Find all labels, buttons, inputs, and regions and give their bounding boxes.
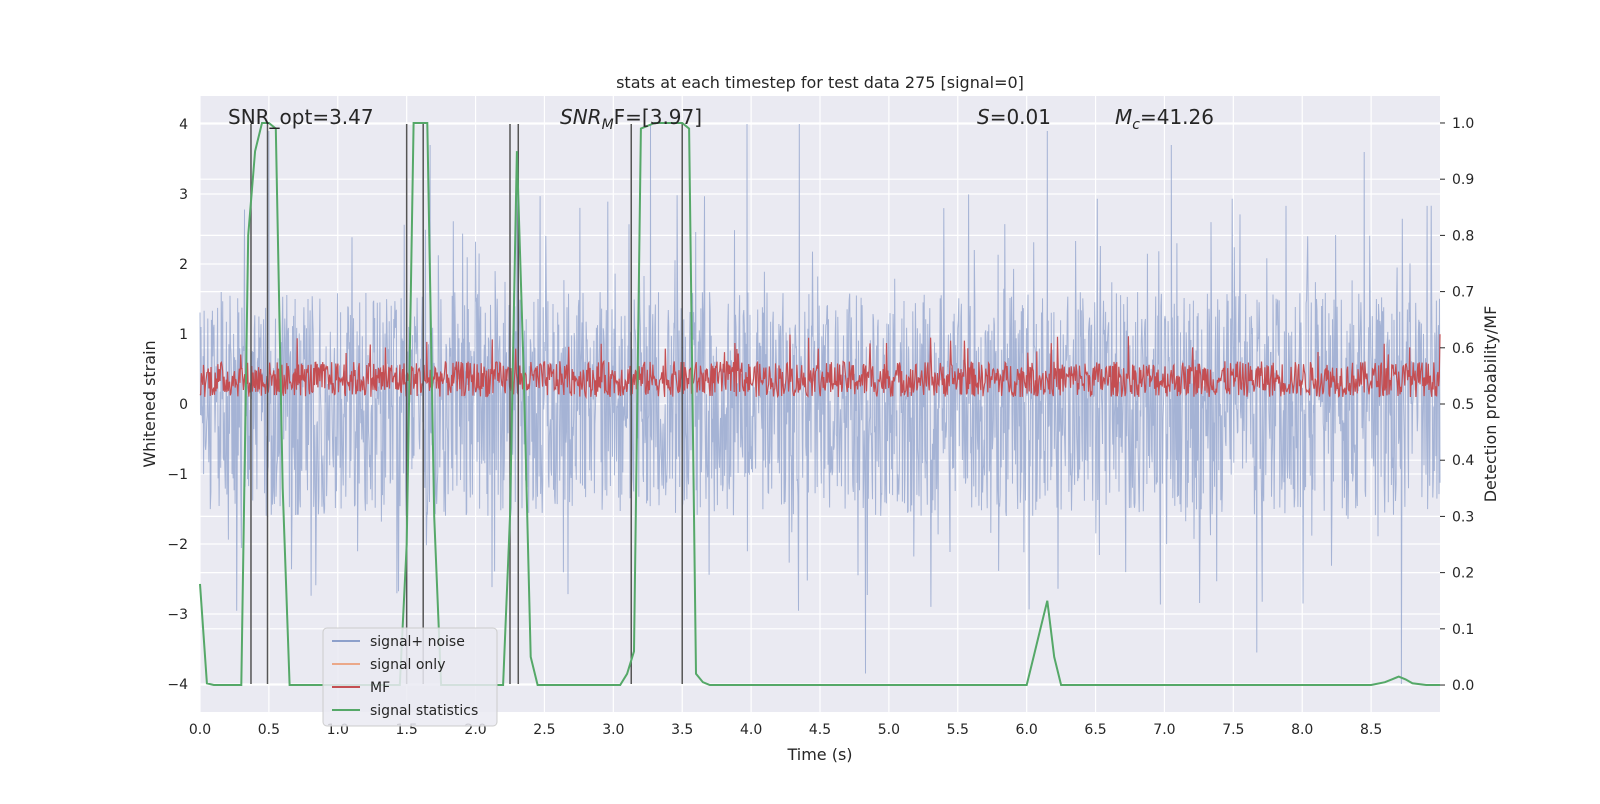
y-tick-labels: 4 3 2 1 0 −1 −2 −3 −4: [167, 117, 188, 693]
snr-mf-sub: M: [602, 117, 614, 133]
x-tick-label: 0.0: [189, 722, 211, 738]
chart-title: stats at each timestep for test data 275…: [616, 73, 1024, 92]
y2-tick-label: 0.3: [1452, 509, 1474, 525]
y2-tick-label: 0.8: [1452, 228, 1474, 244]
y-tick-label: −2: [167, 537, 188, 553]
y-tick-label: 4: [179, 117, 188, 133]
y2-tick-label: 0.9: [1452, 172, 1474, 188]
legend-label-0: signal+ noise: [370, 634, 465, 650]
x-tick-label: 6.5: [1084, 722, 1106, 738]
y-axis-label: Whitened strain: [140, 340, 159, 467]
y-tick-label: 2: [179, 257, 188, 273]
annotation-s: S=0.01: [977, 105, 1051, 129]
legend-box: [322, 627, 498, 727]
annotation-mc: Mc=41.26: [1115, 105, 1214, 133]
y2-tick-label: 0.5: [1452, 397, 1474, 413]
y2-tick-label: 0.2: [1452, 566, 1474, 582]
y-tick-label: −3: [167, 607, 188, 623]
y2-tick-label: 0.1: [1452, 622, 1474, 638]
x-tick-label: 2.5: [533, 722, 555, 738]
y-tick-label: −4: [167, 677, 188, 693]
y2-tick-label: 0.7: [1452, 285, 1474, 301]
y-tick-label: 1: [179, 327, 188, 343]
x-tick-label: 6.0: [1016, 722, 1038, 738]
vertical-markers: [250, 124, 683, 684]
legend-label-1: signal only: [370, 657, 445, 673]
y-tick-label: 0: [179, 397, 188, 413]
x-axis-label: Time (s): [786, 745, 852, 764]
y-tick-label: 3: [179, 187, 188, 203]
x-tick-label: 7.0: [1153, 722, 1175, 738]
s-val: =0.01: [990, 105, 1051, 129]
mc-val: =41.26: [1140, 105, 1214, 129]
x-tick-label: 8.0: [1291, 722, 1313, 738]
x-tick-label: 3.5: [671, 722, 693, 738]
signal-statistics-line: [199, 122, 1440, 686]
x-tick-label: 4.0: [740, 722, 762, 738]
y2-tick-label: 1.0: [1452, 116, 1474, 132]
annotation-snr-mf: SNRMF=[3.97]: [560, 105, 702, 133]
y2-tick-labels: 1.0 0.9 0.8 0.7 0.6 0.5 0.4 0.3 0.2 0.1 0.0: [1440, 116, 1474, 694]
x-tick-label: 0.5: [258, 722, 280, 738]
legend: signal+ noise signal only MF signal stat…: [322, 627, 498, 727]
x-tick-label: 7.5: [1222, 722, 1244, 738]
x-tick-label: 5.5: [947, 722, 969, 738]
legend-label-3: signal statistics: [370, 703, 478, 719]
y2-tick-label: 0.6: [1452, 341, 1474, 357]
signal-statistics-series: [199, 122, 1440, 686]
annotation-snr-opt: SNR_opt=3.47: [228, 105, 374, 129]
x-tick-label: 3.0: [602, 722, 624, 738]
legend-label-2: MF: [370, 680, 390, 696]
mc-var: M: [1115, 105, 1132, 129]
snr-mf-rest: F=[3.97]: [614, 105, 702, 129]
y2-tick-label: 0.0: [1452, 678, 1474, 694]
y2-tick-label: 0.4: [1452, 453, 1474, 469]
x-tick-label: 4.5: [809, 722, 831, 738]
x-tick-label: 5.0: [878, 722, 900, 738]
mc-sub: c: [1132, 117, 1140, 133]
s-var: S: [977, 105, 990, 129]
y2-axis-label: Detection probability/MF: [1481, 306, 1500, 503]
snr-mf-main: SNR: [560, 105, 602, 129]
x-tick-label: 8.5: [1360, 722, 1382, 738]
y-tick-label: −1: [167, 467, 188, 483]
